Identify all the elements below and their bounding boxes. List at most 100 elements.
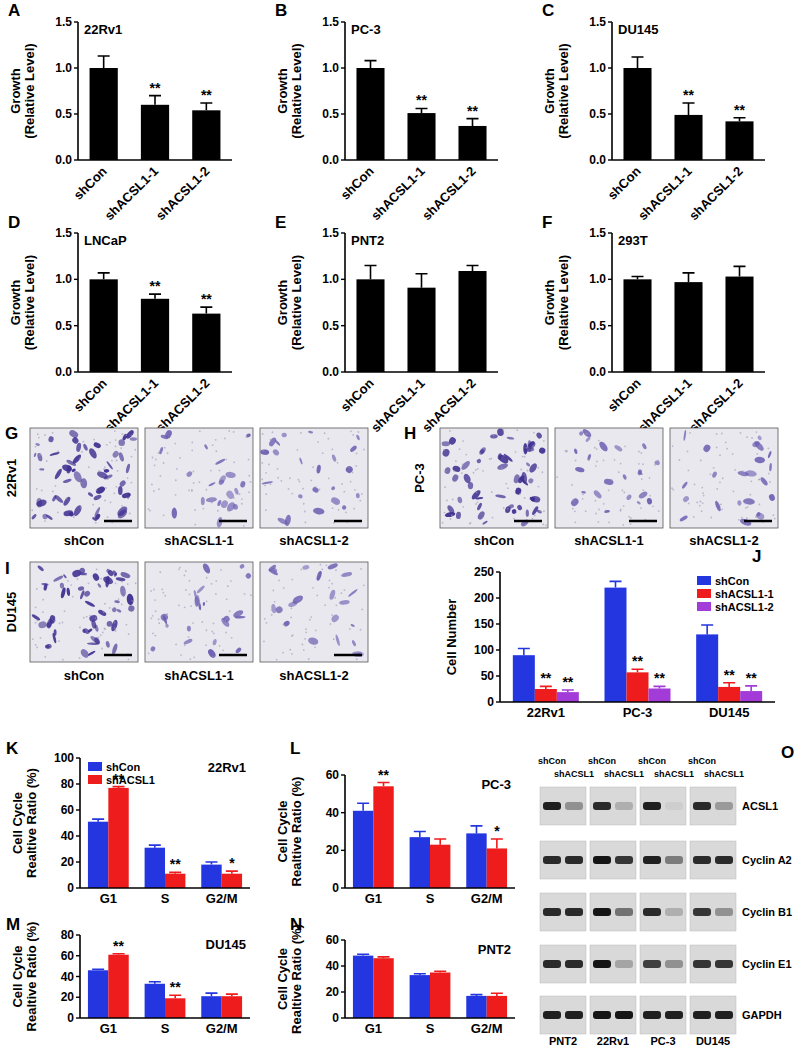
pore bbox=[491, 491, 493, 493]
pore bbox=[738, 519, 740, 521]
pore bbox=[534, 515, 536, 517]
bar bbox=[192, 314, 220, 372]
stained-cell bbox=[585, 436, 591, 443]
pore bbox=[598, 509, 600, 511]
pore bbox=[148, 652, 150, 654]
pore bbox=[189, 593, 191, 595]
pore bbox=[282, 624, 284, 626]
pore bbox=[250, 594, 252, 596]
error-bar bbox=[470, 826, 482, 834]
pore bbox=[310, 480, 312, 482]
pore bbox=[319, 489, 321, 491]
pore bbox=[350, 481, 352, 483]
band bbox=[565, 856, 583, 864]
pore bbox=[638, 451, 640, 453]
y-tick-label: 0.0 bbox=[322, 153, 339, 167]
error-bar bbox=[414, 832, 426, 838]
y-tick-label: 0 bbox=[332, 881, 339, 895]
pore bbox=[360, 568, 362, 570]
pore bbox=[572, 508, 574, 510]
bar bbox=[108, 955, 128, 1018]
pore bbox=[127, 477, 129, 479]
stained-cell bbox=[527, 477, 534, 484]
micrograph-label: shACSL1-2 bbox=[279, 668, 348, 683]
pore bbox=[191, 489, 193, 491]
pore bbox=[594, 447, 596, 449]
pore bbox=[756, 431, 758, 433]
pore bbox=[588, 459, 590, 461]
pore bbox=[264, 618, 266, 620]
error-bar bbox=[226, 994, 238, 996]
pore bbox=[189, 658, 191, 660]
y-tick-label: 0.0 bbox=[589, 153, 606, 167]
pore bbox=[110, 501, 112, 503]
stained-cell bbox=[126, 593, 134, 605]
stained-cell bbox=[515, 487, 522, 495]
pore bbox=[622, 524, 624, 526]
y-tick-label: 60 bbox=[326, 933, 340, 947]
stained-cell bbox=[215, 458, 226, 466]
pore bbox=[292, 634, 294, 636]
y-tick-label: 20 bbox=[326, 985, 340, 999]
pore bbox=[174, 443, 176, 445]
pore bbox=[104, 466, 106, 468]
x-tick-label: shCon bbox=[337, 375, 376, 414]
error-bar bbox=[745, 686, 757, 691]
pore bbox=[107, 478, 109, 480]
micrograph-frame bbox=[145, 562, 253, 662]
band bbox=[665, 960, 683, 968]
y-tick-label: 80 bbox=[61, 928, 75, 942]
stained-cell bbox=[87, 491, 94, 497]
bar bbox=[407, 288, 435, 372]
pore bbox=[354, 489, 356, 491]
y-axis-label: Growth(Relative Level) bbox=[275, 43, 304, 138]
micrograph-label: shACSL1-2 bbox=[689, 533, 758, 548]
pore bbox=[262, 450, 264, 452]
stained-cell bbox=[573, 448, 578, 454]
pore bbox=[202, 508, 204, 510]
error-bar bbox=[113, 954, 125, 955]
stained-cell bbox=[753, 440, 765, 452]
chart-panel: M****G1SG2/M020406080Cell CycleRealtive … bbox=[6, 915, 250, 1036]
legend-swatch bbox=[88, 775, 102, 784]
y-axis bbox=[344, 22, 346, 160]
y-axis-label-line: Realtive Ratio (%) bbox=[24, 922, 39, 1032]
pore bbox=[189, 580, 191, 582]
significance: ** bbox=[170, 979, 181, 995]
pore bbox=[105, 487, 107, 489]
pore bbox=[745, 503, 747, 505]
pore bbox=[44, 434, 46, 436]
pore bbox=[271, 614, 273, 616]
y-tick bbox=[608, 279, 612, 280]
pore bbox=[352, 472, 354, 474]
protein-label: GAPDH bbox=[742, 1009, 782, 1021]
error-bar bbox=[414, 974, 426, 975]
stained-cell bbox=[745, 470, 757, 478]
pore bbox=[543, 510, 545, 512]
pore bbox=[154, 465, 156, 467]
scale-bar bbox=[104, 520, 132, 523]
pore bbox=[213, 622, 215, 624]
bar bbox=[430, 845, 450, 888]
annotation: 293T bbox=[618, 233, 648, 248]
pore bbox=[515, 451, 517, 453]
pore bbox=[356, 658, 358, 660]
stained-cell bbox=[172, 508, 178, 519]
pore bbox=[118, 598, 120, 600]
bar bbox=[674, 282, 702, 372]
pore bbox=[359, 500, 361, 502]
pore bbox=[300, 432, 302, 434]
pore bbox=[597, 521, 599, 523]
pore bbox=[320, 564, 322, 566]
pore bbox=[299, 481, 301, 483]
stained-cell bbox=[496, 462, 508, 471]
pore bbox=[61, 585, 63, 587]
x-axis bbox=[80, 1017, 250, 1019]
error-bar bbox=[470, 995, 482, 996]
y-tick bbox=[341, 21, 345, 22]
chart-panel: C****shConshACSL1-1shACSL1-20.00.51.01.5… bbox=[542, 1, 765, 223]
stained-cell bbox=[222, 615, 231, 624]
stained-cell bbox=[451, 473, 459, 482]
x-axis bbox=[345, 371, 498, 373]
stained-cell bbox=[45, 514, 53, 521]
